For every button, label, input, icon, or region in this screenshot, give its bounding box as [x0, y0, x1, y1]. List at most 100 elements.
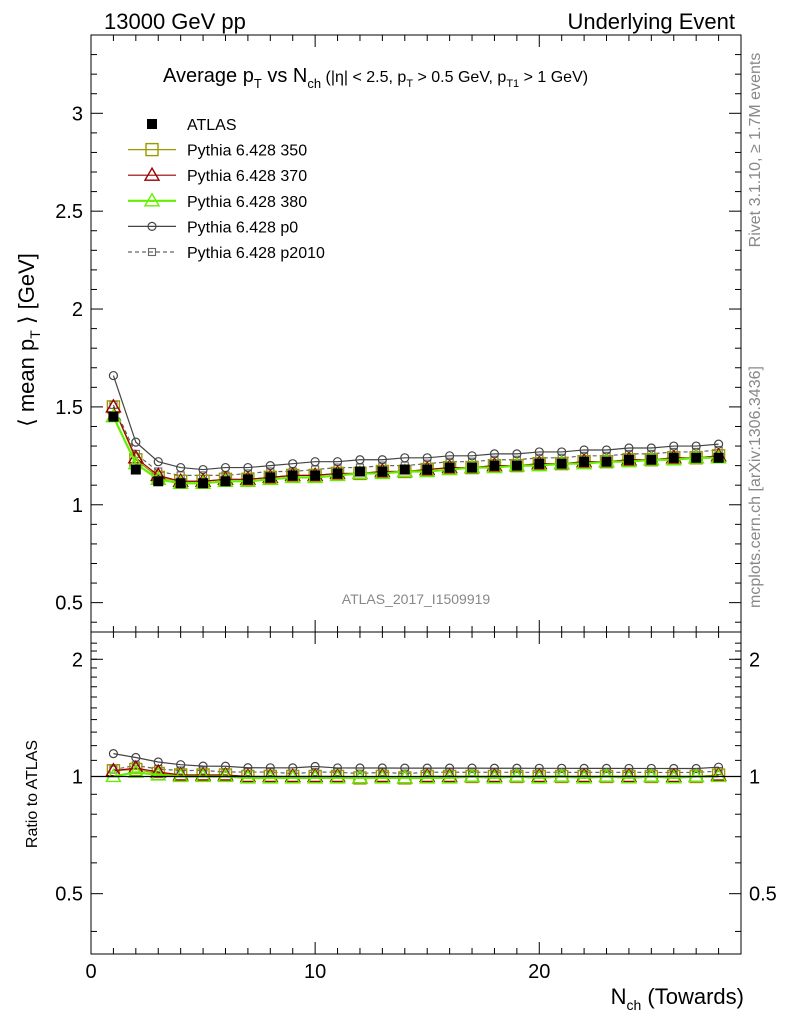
- rivet-version-label: Rivet 3.1.10, ≥ 1.7M events: [747, 53, 764, 248]
- series-pythia-6-428-380-line: [112, 416, 719, 485]
- series-pythia-6-428-380-ratio-point: [127, 763, 145, 778]
- legend-label: ATLAS: [187, 117, 237, 134]
- y-tick-label: 1: [72, 495, 83, 517]
- series-pythia-6-428-p0-point: [355, 455, 365, 465]
- legend-label: Pythia 6.428 p2010: [187, 245, 325, 262]
- series-pythia-6-428-370-ratio-point: [172, 766, 189, 781]
- series-pythia-6-428-380-ratio-point: [172, 768, 189, 783]
- x-tick-label: 10: [304, 961, 326, 983]
- series-pythia-6-428-380-ratio-point: [508, 768, 526, 783]
- series-atlas-point: [444, 462, 455, 473]
- x-tick-label: 20: [528, 961, 550, 983]
- series-atlas-point: [489, 460, 500, 471]
- ratio-tick-label-right: 0.5: [749, 884, 777, 906]
- series-atlas-point: [242, 474, 253, 485]
- series-pythia-6-428-370-ratio-point: [194, 766, 212, 781]
- analysis-watermark: ATLAS_2017_I1509919: [342, 591, 491, 607]
- y-tick-label: 3: [72, 103, 83, 125]
- series-atlas-point: [287, 470, 298, 481]
- series-atlas-point: [511, 460, 522, 471]
- series-pythia-6-428-380-ratio-point: [150, 766, 167, 781]
- legend-label: Pythia 6.428 p0: [187, 219, 298, 236]
- series-atlas-point: [467, 462, 478, 473]
- series-pythia-6-428-p0-ratio: [108, 749, 724, 774]
- series-atlas-point: [601, 456, 612, 467]
- series-pythia-6-428-370-ratio-point: [239, 768, 257, 783]
- header-left: 13000 GeV pp: [104, 9, 246, 34]
- legend-item: Pythia 6.428 p0: [128, 219, 298, 236]
- series-pythia-6-428-p0-ratio-point: [669, 763, 679, 774]
- series-atlas-point: [130, 464, 141, 475]
- series-pythia-6-428-370-ratio-point: [284, 768, 301, 783]
- legend-item: ATLAS: [147, 117, 237, 134]
- legend-marker: [147, 221, 157, 231]
- series-pythia-6-428-p0-point: [176, 462, 186, 473]
- series-atlas-point: [422, 464, 433, 475]
- axis-ticks: 0.511.522.530.5 0.51 12 20 10 20: [55, 35, 777, 983]
- series-atlas-point: [377, 466, 388, 477]
- ratio-plot-frame: [90, 631, 742, 955]
- series-atlas-point: [646, 454, 657, 465]
- ratio-tick-label-right: 2: [749, 649, 760, 671]
- legend-item: Pythia 6.428 p2010: [128, 245, 325, 262]
- legend-marker: [147, 247, 157, 257]
- x-tick-label: 0: [85, 961, 96, 983]
- series-atlas-point: [332, 468, 343, 479]
- series-pythia-6-428-380-ratio-point: [598, 768, 615, 783]
- series-atlas-point: [354, 466, 365, 477]
- plot-title: Average pT vs Nch (|η| < 2.5, pT > 0.5 G…: [163, 65, 588, 91]
- series-pythia-6-428-380-ratio-point: [463, 768, 481, 783]
- mcplots-label: mcplots.cern.ch [arXiv:1306.3436]: [747, 366, 764, 608]
- series-pythia-6-428-370-ratio-point: [262, 768, 279, 783]
- series-pythia-6-428-380-ratio-point: [643, 768, 660, 783]
- series-pythia-6-428-370-ratio-point: [217, 766, 234, 781]
- series-pythia-6-428-370-ratio-point: [486, 768, 503, 783]
- ratio-tick-label: 0.5: [55, 884, 83, 906]
- series-pythia-6-428-p0-ratio-point: [467, 763, 477, 773]
- series-atlas-point: [668, 452, 679, 463]
- series-atlas-point: [713, 452, 724, 463]
- series-pythia-6-428-p0-point: [400, 453, 410, 463]
- y-tick-label: 2.5: [55, 201, 83, 223]
- series-pythia-6-428-p0-ratio-point: [579, 763, 589, 773]
- y-axis-label: ⟨ mean pT ⟩ [GeV]: [14, 253, 43, 427]
- series-pythia-6-428-370-ratio-point: [531, 768, 548, 783]
- series-pythia-6-428-p0-ratio-point: [108, 749, 119, 759]
- legend-label: Pythia 6.428 380: [187, 194, 307, 211]
- ratio-tick-label: 1: [72, 766, 83, 788]
- series-pythia-6-428-370-ratio-point: [329, 768, 346, 783]
- y-tick-label: 0.5: [55, 593, 83, 615]
- series-pythia-6-428-370-ratio-point: [374, 768, 391, 783]
- series-atlas-point: [198, 478, 209, 489]
- legend-marker: [143, 166, 161, 181]
- legend-item: Pythia 6.428 350: [128, 143, 307, 160]
- series-atlas: [108, 411, 724, 489]
- series-pythia-6-428-p0-ratio-point: [646, 763, 656, 774]
- series-pythia-6-428-380-ratio-point: [687, 768, 705, 783]
- x-axis-label: Nch (Towards): [611, 984, 744, 1013]
- series-pythia-6-428-p2010-ratio-line: [113, 764, 719, 775]
- legend-marker: [145, 142, 159, 157]
- series-atlas-point: [153, 476, 164, 487]
- series-pythia-6-428-380-ratio-point: [710, 768, 727, 783]
- series-pythia-6-428-380-ratio-point: [194, 768, 212, 783]
- legend-marker: [143, 192, 161, 207]
- ratio-series-group: [91, 749, 741, 785]
- legend-item: Pythia 6.428 380: [128, 192, 307, 211]
- ratio-tick-label: 2: [72, 649, 83, 671]
- series-atlas-point: [175, 478, 186, 489]
- series-pythia-6-428-370-ratio-point: [306, 768, 324, 783]
- legend-item: Pythia 6.428 370: [128, 166, 307, 185]
- series-pythia-6-428-380-ratio-point: [553, 768, 570, 783]
- series-pythia-6-428-p0-ratio-point: [624, 763, 634, 774]
- ratio-y-axis-label: Ratio to ATLAS: [24, 740, 41, 848]
- series-pythia-6-428-370-ratio-point: [418, 768, 436, 783]
- series-pythia-6-428-p0-ratio-point: [713, 762, 724, 772]
- series-pythia-6-428-p0-ratio-line: [113, 753, 719, 770]
- legend: ATLAS Pythia 6.428 350 Pythia 6.428 370 Pyt…: [128, 117, 325, 262]
- y-tick-label: 2: [72, 299, 83, 321]
- main-series-group: [105, 370, 727, 489]
- legend-label: Pythia 6.428 350: [187, 143, 307, 160]
- series-pythia-6-428-p0-point: [310, 457, 320, 467]
